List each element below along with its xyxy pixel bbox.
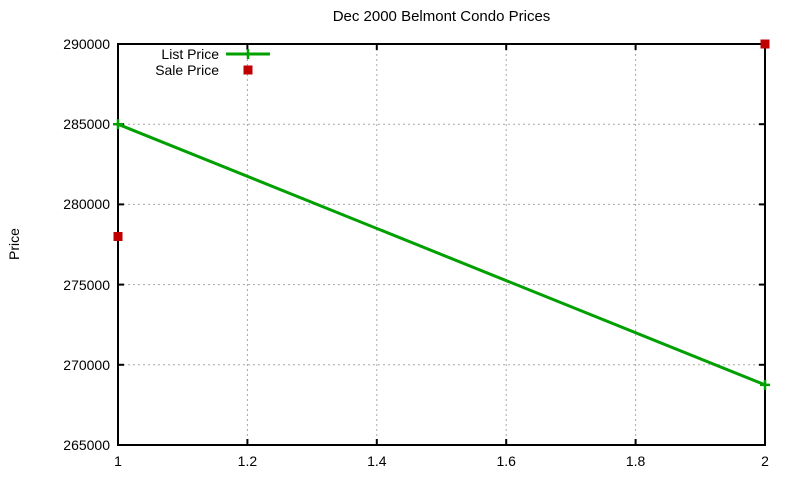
x-tick-label-1.2: 1.2: [237, 453, 258, 469]
x-tick-label-2: 2: [761, 453, 769, 469]
x-tick-label-1.4: 1.4: [367, 453, 387, 469]
legend-label-sale-price: Sale Price: [155, 62, 219, 78]
x-tick-label-1.8: 1.8: [625, 453, 646, 469]
y-tick-label-280000: 280000: [63, 196, 110, 213]
chart-title: Dec 2000 Belmont Condo Prices: [332, 8, 551, 25]
y-tick-label-285000: 285000: [63, 116, 110, 133]
series-line-list-price: [117, 122, 766, 387]
legend-square-marker: [243, 65, 253, 75]
legend-sample-sale-price: [243, 65, 253, 75]
y-tick-label-290000: 290000: [63, 36, 110, 52]
x-tick-label-1.6: 1.6: [496, 453, 516, 469]
plot-border: [117, 43, 766, 446]
marker-square-sale-price: [113, 231, 123, 241]
legend-item-list-price: List Price: [127, 46, 271, 62]
y-tick-label-265000: 265000: [63, 437, 110, 453]
legend-item-sale-price: Sale Price: [127, 62, 271, 78]
legend-sample-list-price: [226, 49, 270, 59]
y-tick-label-270000: 270000: [63, 356, 110, 373]
marker-square-sale-price: [760, 39, 770, 49]
x-tick-label-1: 1: [114, 453, 122, 469]
legend: List Price Sale Price: [127, 46, 271, 78]
y-tick-label-275000: 275000: [63, 276, 110, 293]
legend-label-list-price: List Price: [161, 46, 219, 62]
